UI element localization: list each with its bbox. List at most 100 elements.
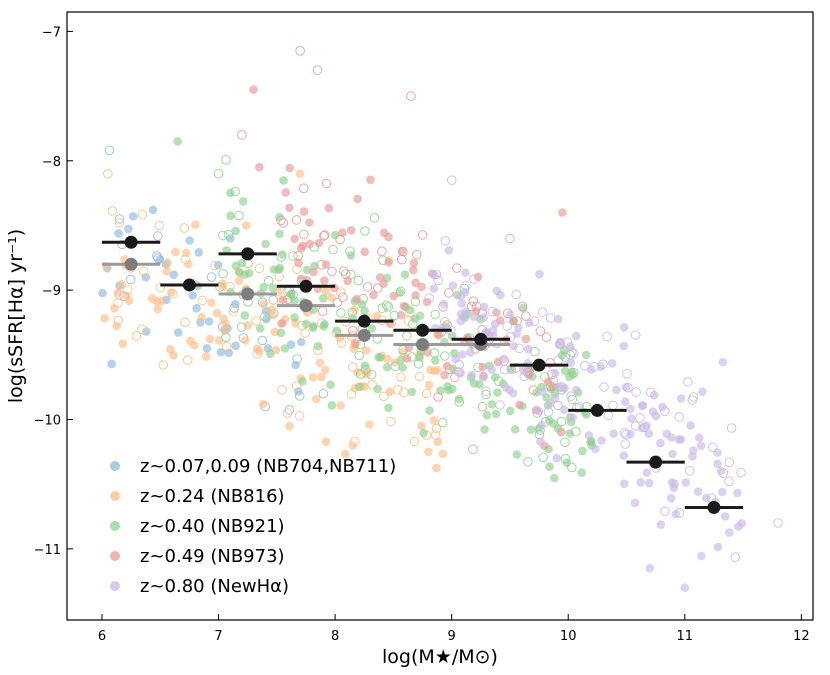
data-point (499, 354, 508, 364)
data-point (681, 478, 691, 487)
data-point (298, 241, 308, 251)
black-median-point (474, 332, 488, 346)
data-point (141, 272, 151, 282)
data-point (299, 207, 309, 216)
data-point (185, 236, 194, 245)
data-point (512, 329, 521, 339)
data-point (369, 290, 378, 300)
data-point (477, 402, 488, 412)
data-point (286, 340, 296, 349)
data-point (290, 296, 299, 305)
data-point (331, 230, 340, 240)
data-point (216, 347, 226, 357)
data-point (713, 459, 722, 469)
data-point (382, 362, 392, 372)
data-point (537, 420, 546, 430)
data-point (270, 327, 280, 337)
data-point (557, 351, 567, 360)
data-point (204, 317, 214, 326)
data-point (117, 280, 126, 289)
data-point (234, 276, 244, 286)
data-point (444, 364, 455, 375)
data-point (558, 208, 567, 217)
data-point (544, 416, 554, 425)
data-point (432, 463, 441, 473)
data-point (469, 274, 479, 284)
data-point (565, 429, 575, 438)
data-point (362, 282, 373, 292)
data-point (274, 265, 284, 274)
data-point (294, 411, 305, 421)
data-point (332, 326, 342, 335)
data-point (284, 405, 295, 415)
black-median-point (590, 403, 604, 417)
data-point (278, 250, 287, 259)
data-point (261, 239, 270, 249)
data-point (560, 384, 569, 393)
data-point (376, 353, 385, 362)
data-point (410, 314, 420, 324)
data-point (543, 407, 554, 417)
data-point (591, 444, 600, 454)
data-point (254, 347, 264, 356)
data-point (315, 358, 325, 368)
data-point (221, 319, 231, 329)
data-point (487, 306, 498, 317)
data-point (515, 400, 524, 410)
data-point (251, 316, 262, 326)
data-point (496, 290, 505, 300)
data-point (336, 338, 347, 348)
data-point (467, 370, 477, 380)
data-point (708, 442, 718, 453)
y-tick-label: −9 (42, 284, 61, 299)
data-point (546, 398, 555, 408)
data-point (351, 339, 360, 348)
data-point (201, 352, 211, 361)
data-point (254, 263, 265, 274)
data-point (295, 46, 305, 56)
data-point (137, 324, 147, 335)
data-point (644, 429, 654, 439)
data-point (218, 230, 228, 241)
data-point (104, 145, 115, 156)
data-point (502, 321, 512, 331)
data-point (221, 332, 231, 343)
data-point (671, 509, 681, 519)
data-point (238, 197, 248, 206)
data-point (373, 384, 382, 394)
data-point (670, 479, 679, 489)
data-point (240, 311, 249, 320)
data-point (444, 385, 454, 395)
data-point (286, 289, 296, 299)
data-point (294, 387, 303, 396)
data-point (223, 229, 234, 240)
data-point (479, 302, 489, 312)
data-point (206, 272, 217, 282)
data-point (637, 401, 647, 411)
data-point (259, 299, 269, 309)
data-point (431, 356, 440, 365)
data-point (241, 221, 251, 230)
data-point (163, 258, 172, 267)
data-point (716, 466, 726, 476)
data-point (384, 258, 393, 267)
legend-label: z~0.40 (NB921) (140, 516, 285, 537)
x-tick-label: 9 (448, 629, 456, 644)
data-point (438, 449, 448, 459)
data-point (571, 331, 581, 341)
data-point (174, 328, 183, 337)
legend-label: z~0.24 (NB816) (140, 486, 285, 507)
data-point (430, 430, 441, 441)
data-point (277, 385, 287, 395)
data-point (521, 334, 531, 344)
data-point (409, 265, 418, 275)
y-tick-label: −8 (42, 155, 61, 170)
data-point (285, 422, 294, 431)
data-point (335, 234, 345, 245)
black-median-point (532, 358, 546, 372)
x-tick-label: 10 (560, 629, 577, 644)
data-point (536, 437, 545, 446)
data-point (535, 269, 544, 279)
data-point (680, 583, 690, 592)
data-point (137, 209, 148, 220)
